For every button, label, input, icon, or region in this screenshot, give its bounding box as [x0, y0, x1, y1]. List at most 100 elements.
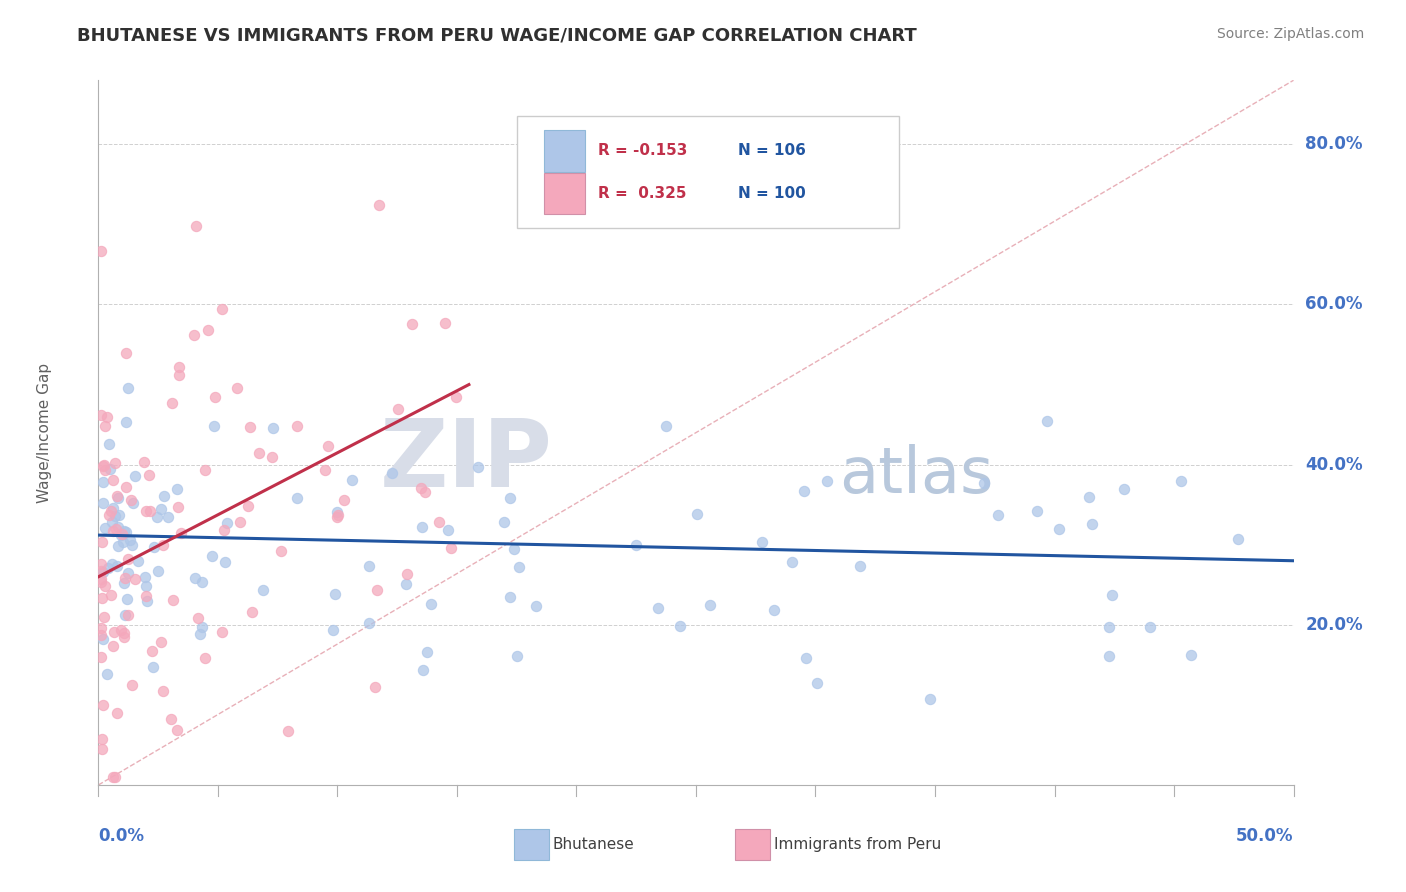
Point — [413, 484, 436, 499]
Point — [90, 409, 112, 423]
Point — [186, 219, 208, 233]
Point — [1170, 475, 1192, 489]
Point — [97, 508, 120, 522]
Point — [98, 462, 121, 476]
Point — [90, 628, 112, 642]
Point — [240, 605, 263, 619]
Point — [166, 482, 188, 496]
Point — [204, 390, 226, 404]
Point — [135, 589, 157, 603]
Point — [412, 663, 434, 677]
Point — [93, 579, 115, 593]
Point — [105, 523, 128, 537]
Point — [97, 560, 120, 574]
Text: R =  0.325: R = 0.325 — [598, 186, 686, 201]
Point — [626, 537, 648, 551]
Point — [96, 666, 118, 681]
Point — [780, 555, 803, 569]
Point — [134, 570, 156, 584]
Point — [316, 439, 339, 453]
Point — [440, 541, 463, 556]
Point — [238, 419, 260, 434]
Point — [202, 419, 225, 434]
Point — [252, 583, 274, 598]
Point — [160, 396, 183, 410]
Point — [114, 416, 136, 430]
Point — [142, 659, 165, 673]
Point — [105, 706, 128, 721]
Point — [93, 610, 115, 624]
Point — [212, 523, 235, 537]
Point — [420, 597, 443, 611]
Point — [381, 466, 404, 480]
Point — [416, 645, 439, 659]
Point — [669, 619, 692, 633]
Point — [524, 599, 547, 613]
Point — [101, 500, 124, 515]
Point — [135, 579, 157, 593]
Point — [91, 534, 114, 549]
Point — [270, 543, 292, 558]
Point — [647, 601, 669, 615]
Point — [169, 359, 191, 374]
Point — [793, 483, 815, 498]
Text: N = 106: N = 106 — [738, 144, 806, 158]
Point — [214, 555, 236, 569]
Text: 40.0%: 40.0% — [1306, 456, 1362, 474]
Point — [107, 539, 129, 553]
Point — [90, 574, 112, 589]
Text: R = -0.153: R = -0.153 — [598, 144, 688, 158]
Point — [90, 649, 112, 664]
Point — [247, 446, 270, 460]
Point — [115, 480, 138, 494]
Point — [287, 491, 309, 505]
Point — [429, 515, 451, 529]
Point — [90, 558, 112, 572]
Point — [167, 368, 190, 382]
Point — [170, 526, 193, 541]
Point — [1047, 522, 1070, 536]
Point — [105, 558, 128, 573]
Point — [411, 481, 433, 495]
Point — [498, 590, 520, 604]
Point — [100, 588, 122, 602]
Point — [228, 516, 250, 530]
Point — [368, 198, 391, 212]
Point — [100, 504, 122, 518]
Point — [145, 509, 167, 524]
Text: 20.0%: 20.0% — [1306, 615, 1362, 634]
Point — [506, 648, 529, 663]
Point — [108, 508, 131, 522]
Point — [262, 421, 284, 435]
Point — [139, 504, 162, 518]
Point — [112, 630, 135, 644]
Point — [104, 509, 127, 524]
Point — [437, 523, 460, 537]
Point — [502, 541, 524, 556]
Point — [135, 504, 157, 518]
Point — [107, 520, 129, 534]
Point — [187, 611, 209, 625]
Point — [920, 691, 942, 706]
Point — [699, 598, 721, 612]
Point — [124, 572, 146, 586]
Point — [359, 558, 381, 573]
Point — [101, 770, 124, 784]
Point — [217, 516, 239, 530]
Point — [197, 323, 219, 337]
Point — [987, 508, 1010, 522]
Point — [105, 490, 128, 504]
Point — [1227, 533, 1250, 547]
Point — [112, 576, 135, 591]
Point — [357, 615, 380, 630]
Point — [103, 625, 125, 640]
Point — [328, 508, 350, 522]
Point — [183, 327, 205, 342]
Point — [1081, 517, 1104, 532]
Text: 80.0%: 80.0% — [1306, 136, 1362, 153]
Point — [1078, 491, 1101, 505]
Point — [101, 515, 124, 529]
Point — [762, 603, 785, 617]
Point — [111, 527, 134, 541]
Point — [91, 565, 114, 579]
